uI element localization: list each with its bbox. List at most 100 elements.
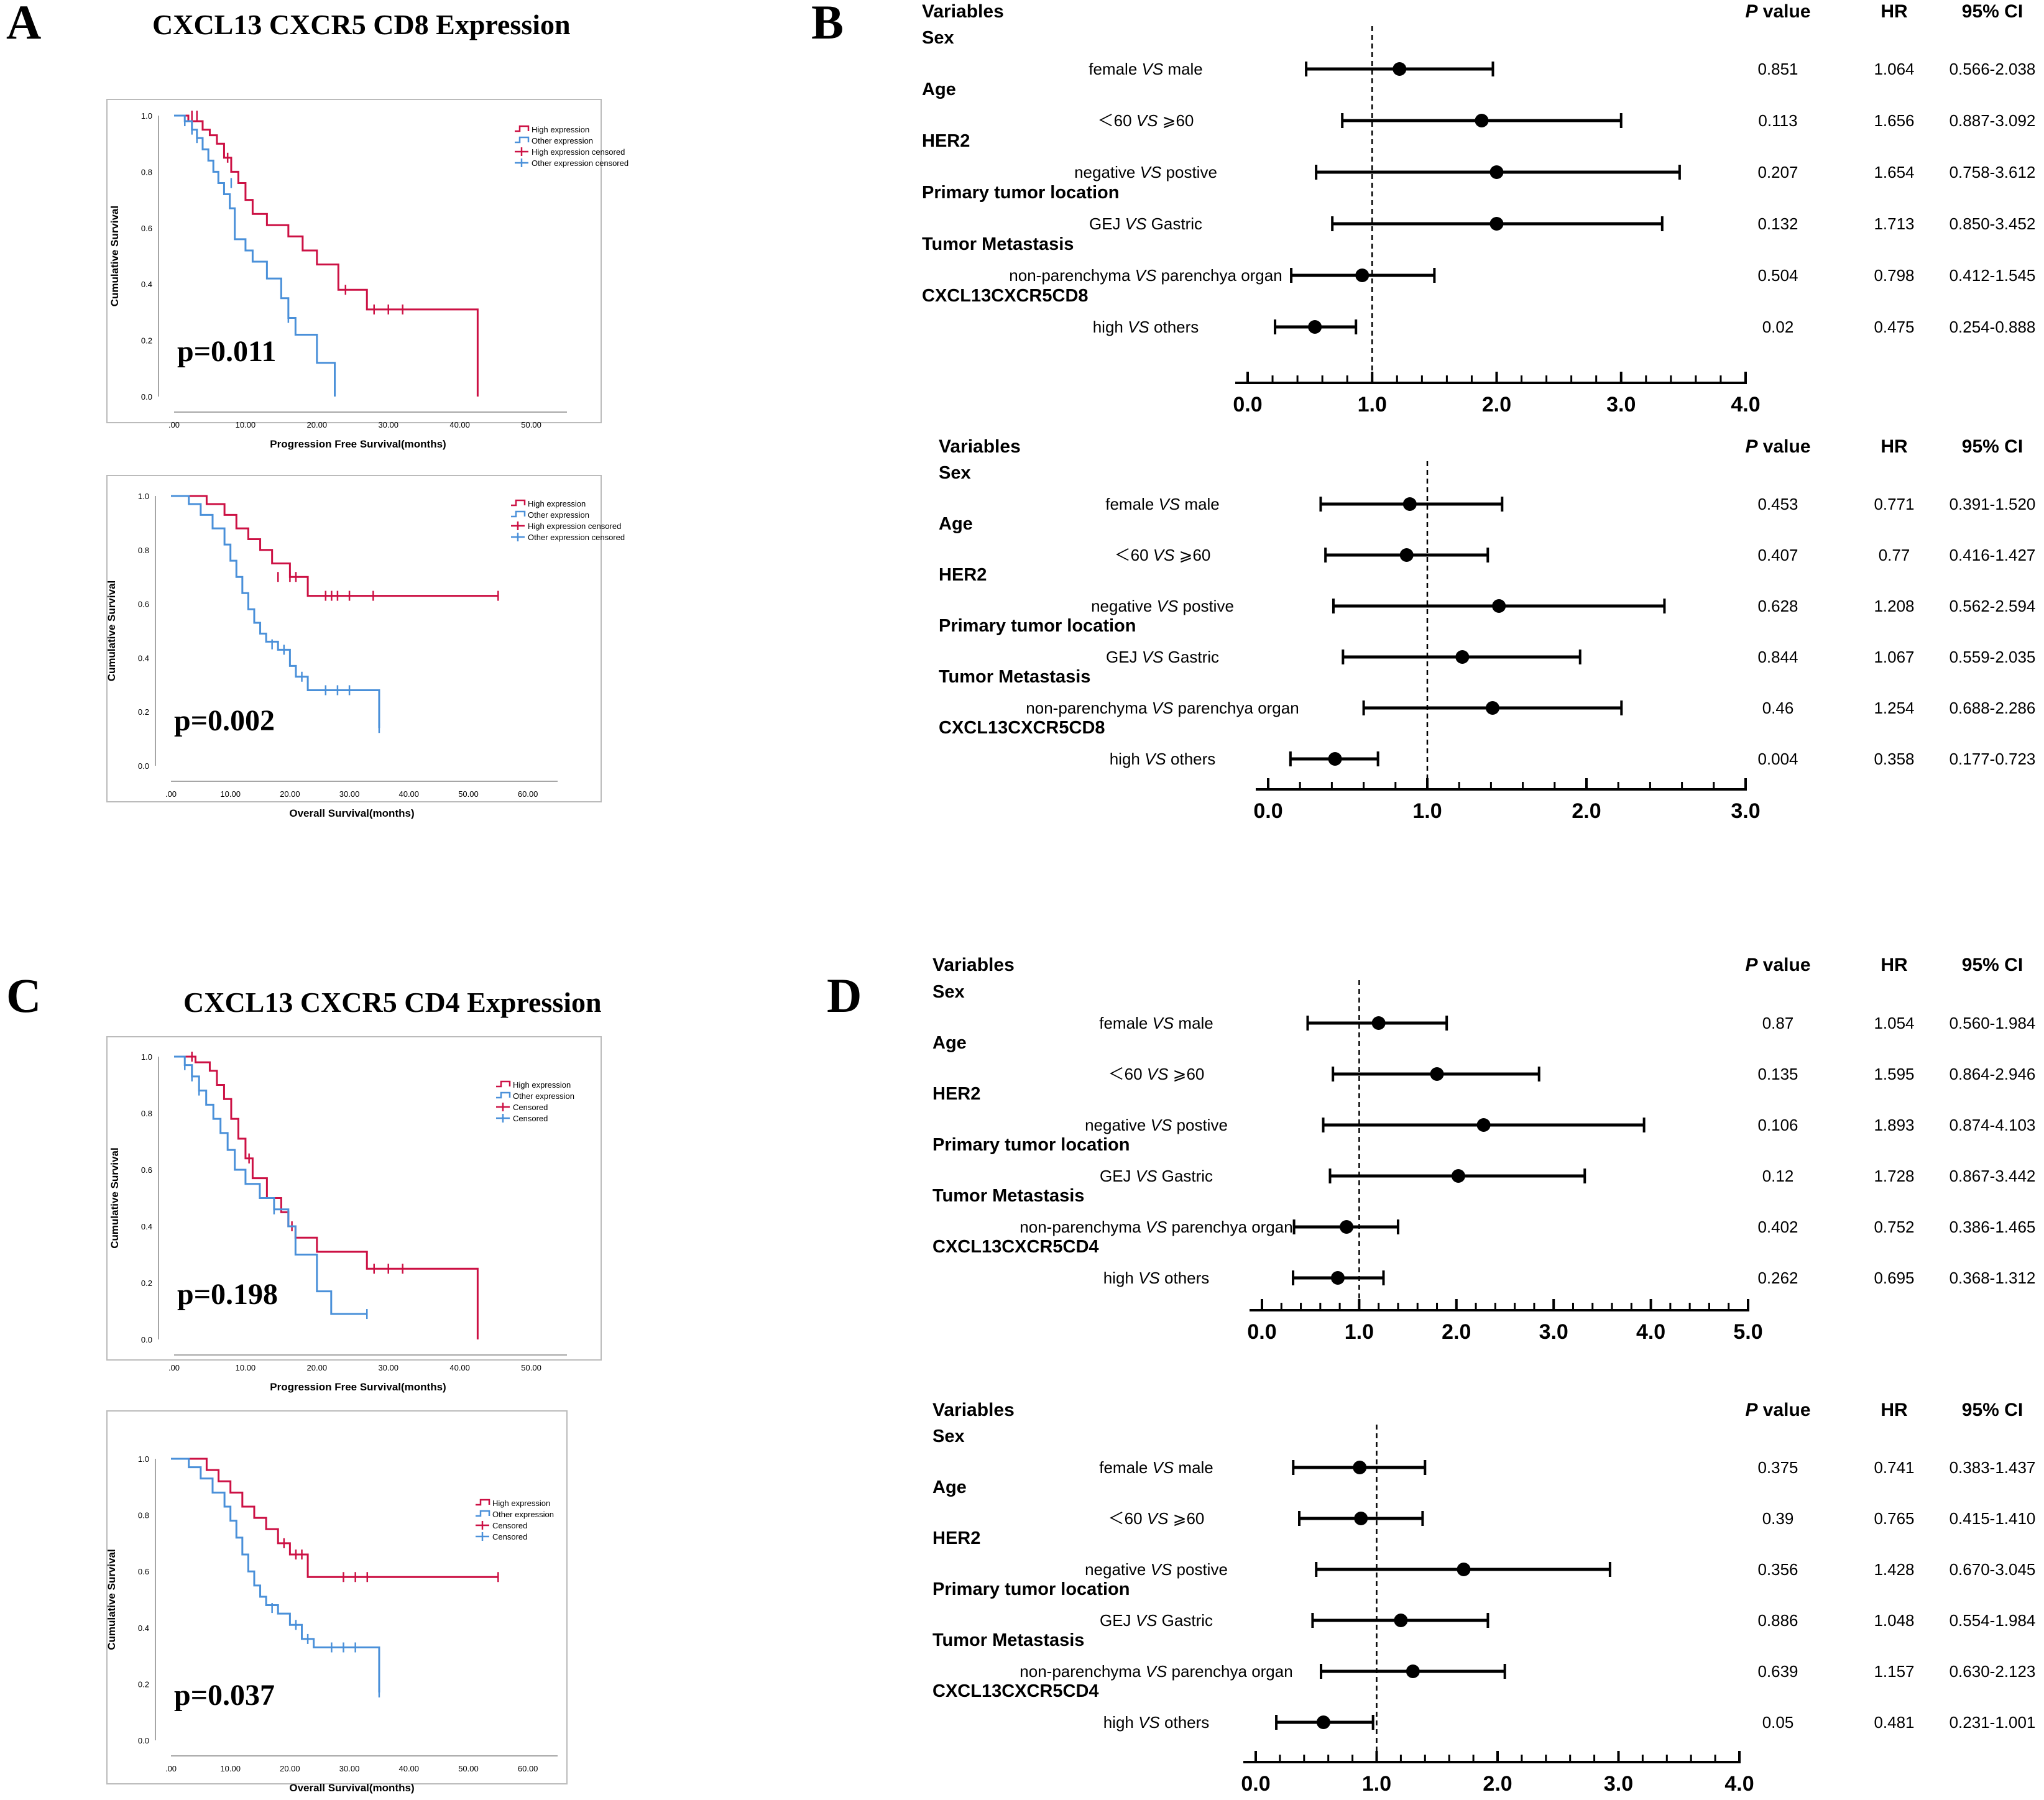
hr-value-cell: 1.713: [1874, 214, 1914, 233]
plot-frame: [106, 475, 602, 802]
header-p-italic: P: [1745, 1, 1758, 22]
ci-value-cell: 0.562-2.594: [1950, 597, 2036, 615]
group-label: Primary tumor location: [932, 1135, 1130, 1155]
hr-value-cell: 0.481: [1874, 1713, 1914, 1732]
header-ci: 95% CI: [1962, 955, 2023, 975]
comparison-label: female VS male: [1099, 1458, 1213, 1477]
comparison-post: Gastric: [1146, 214, 1202, 233]
x-tick-label: 10.00: [236, 420, 256, 429]
p-value-cell: 0.851: [1757, 60, 1798, 78]
comparison-vs: VS: [1136, 111, 1158, 130]
comparison-post: others: [1149, 318, 1199, 336]
comparison-pre: GEJ: [1100, 1611, 1136, 1630]
group-label: Primary tumor location: [932, 1579, 1130, 1599]
comparison-post: ⩾60: [1158, 111, 1194, 130]
group-label: HER2: [932, 1528, 980, 1548]
legend: High expression Other expression Censored C…: [476, 1499, 554, 1541]
hr-value-cell: 0.765: [1874, 1509, 1914, 1528]
y-tick-label: 0.4: [138, 1623, 149, 1633]
group-label: CXCL13CXCR5CD4: [932, 1237, 1099, 1257]
comparison-vs: VS: [1146, 1218, 1167, 1236]
y-tick-label: 0.0: [138, 761, 149, 771]
x-tick-label: 40.00: [449, 1363, 470, 1372]
comparison-post: ⩾60: [1168, 1065, 1204, 1083]
p-value-cell: 0.375: [1757, 1458, 1798, 1477]
ci-value-cell: 0.383-1.437: [1950, 1458, 2036, 1477]
y-tick-label: 0.4: [138, 653, 149, 663]
group-label: HER2: [922, 131, 970, 151]
hr-point: [1489, 165, 1504, 179]
header-p-italic: P: [1745, 436, 1758, 457]
header-hr: HR: [1881, 436, 1908, 457]
comparison-vs: VS: [1136, 1167, 1158, 1185]
ci-value-cell: 0.560-1.984: [1950, 1014, 2036, 1032]
x-tick-label: 20.00: [307, 1363, 328, 1372]
comparison-vs: VS: [1135, 266, 1157, 285]
comparison-label: ＜60 VS ⩾60: [1115, 546, 1211, 564]
p-value-cell: 0.87: [1762, 1014, 1794, 1032]
comparison-pre: GEJ: [1100, 1167, 1136, 1185]
x-tick-label: 10.00: [220, 789, 241, 799]
comparison-post: postive: [1161, 163, 1217, 181]
x-tick-label: 2.0: [1483, 1772, 1512, 1796]
y-tick-label: 1.0: [141, 111, 152, 121]
legend-swatch: [496, 1091, 511, 1099]
comparison-post: Gastric: [1157, 1167, 1213, 1185]
panel-title-a: CXCL13 CXCR5 CD8 Expression: [152, 9, 571, 40]
group-label: Age: [922, 80, 956, 99]
hr-value-cell: 0.358: [1874, 750, 1914, 768]
comparison-label: high VS others: [1110, 750, 1216, 768]
comparison-label: ＜60 VS ⩾60: [1108, 1065, 1205, 1083]
comparison-pre: high: [1110, 750, 1144, 768]
y-axis-label: Cumulative Survival: [106, 1549, 117, 1650]
hr-point: [1455, 650, 1470, 664]
km-curve-high: [171, 1458, 499, 1578]
comparison-label: non-parenchyma VS parenchya organ: [1026, 699, 1299, 717]
comparison-pre: female: [1105, 495, 1158, 513]
comparison-post: Gastric: [1163, 648, 1219, 666]
x-tick-label: 5.0: [1733, 1320, 1762, 1344]
x-tick-label: 60.00: [518, 1764, 538, 1773]
comparison-vs: VS: [1153, 1014, 1174, 1032]
x-tick-label: 50.00: [458, 789, 479, 799]
comparison-pre: non-parenchyma: [1020, 1662, 1145, 1681]
group-label: Primary tumor location: [939, 616, 1136, 636]
header-p-suffix: value: [1757, 436, 1810, 457]
header-p-value: P value: [1745, 436, 1810, 457]
x-tick-label: 0.0: [1247, 1320, 1276, 1344]
legend-swatch: [476, 1510, 490, 1517]
km-chart-C-os: .00 10.00 20.00 30.00 40.00 50.00 60.00 0.0 0.2 0…: [106, 1410, 568, 1794]
hr-value-cell: 1.728: [1874, 1167, 1914, 1185]
hr-point: [1402, 497, 1417, 511]
legend-label: Other expression censored: [528, 533, 625, 542]
header-variables: Variables: [932, 1400, 1015, 1420]
header-p-suffix: value: [1757, 1400, 1810, 1420]
y-tick-label: 0.2: [141, 1279, 152, 1288]
hr-value-cell: 1.595: [1874, 1065, 1914, 1083]
ci-value-cell: 0.416-1.427: [1950, 546, 2036, 564]
group-label: Sex: [939, 463, 971, 483]
km-curve-other: [171, 1458, 380, 1692]
hr-value-cell: 1.428: [1874, 1560, 1914, 1579]
hr-point: [1340, 1220, 1354, 1234]
comparison-vs: VS: [1142, 60, 1164, 78]
comparison-pre: female: [1099, 1014, 1152, 1032]
header-p-value: P value: [1745, 1400, 1810, 1420]
x-tick-label: 1.0: [1362, 1772, 1391, 1796]
panel-letter-c: C: [6, 968, 41, 1022]
ci-value-cell: 0.874-4.103: [1950, 1116, 2036, 1134]
km-chart-A-os: .00 10.00 20.00 30.00 40.00 50.00 60.00 0.0 0.2 0…: [106, 475, 625, 819]
km-chart-A-pfs: .00 10.00 20.00 30.00 40.00 50.00 0.0 0.2 0.4 0.6…: [106, 99, 628, 450]
x-tick-label: 4.0: [1731, 393, 1760, 416]
header-ci: 95% CI: [1962, 436, 2023, 457]
p-value-label: p=0.037: [174, 1679, 275, 1712]
comparison-vs: VS: [1151, 1560, 1172, 1579]
group-label: HER2: [932, 1084, 980, 1104]
x-tick-label: 2.0: [1482, 393, 1511, 416]
y-tick-label: 0.8: [141, 167, 152, 177]
p-value-cell: 0.407: [1757, 546, 1798, 564]
comparison-label: negative VS postive: [1085, 1116, 1228, 1134]
group-label: Sex: [932, 982, 965, 1002]
panel-letter-a: A: [6, 0, 41, 49]
